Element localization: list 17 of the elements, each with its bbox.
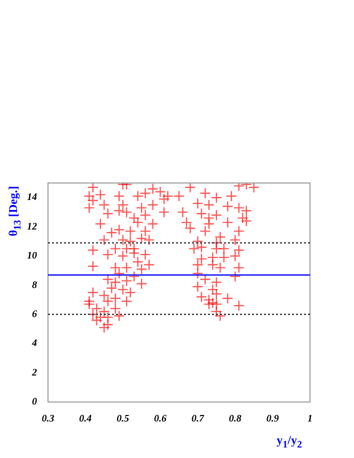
x-tick-label: 0.5 [116,414,130,425]
y-tick-label: 14 [27,192,37,204]
x-tick-label: 0.8 [228,414,242,425]
y-tick-label: 4 [31,338,37,350]
y-tick-label: 0 [32,396,37,408]
y-tick-label: 2 [31,367,37,378]
x-tick-label: 0.9 [266,414,279,425]
x-tick-label: 0.6 [154,414,167,425]
x-tick-label: 0.7 [191,414,205,425]
x-tick-label: 0.3 [42,414,54,425]
x-axis-title: y$_{1}$/y$_{2}$ [276,432,302,450]
y-tick-label: 10 [27,250,37,262]
x-tick-label: 0.4 [79,414,92,425]
y-tick-label: 12 [27,221,37,232]
y-tick-label: 6 [32,308,37,320]
y-tick-label: 8 [32,280,37,291]
x-tick-label: 1 [308,414,312,425]
